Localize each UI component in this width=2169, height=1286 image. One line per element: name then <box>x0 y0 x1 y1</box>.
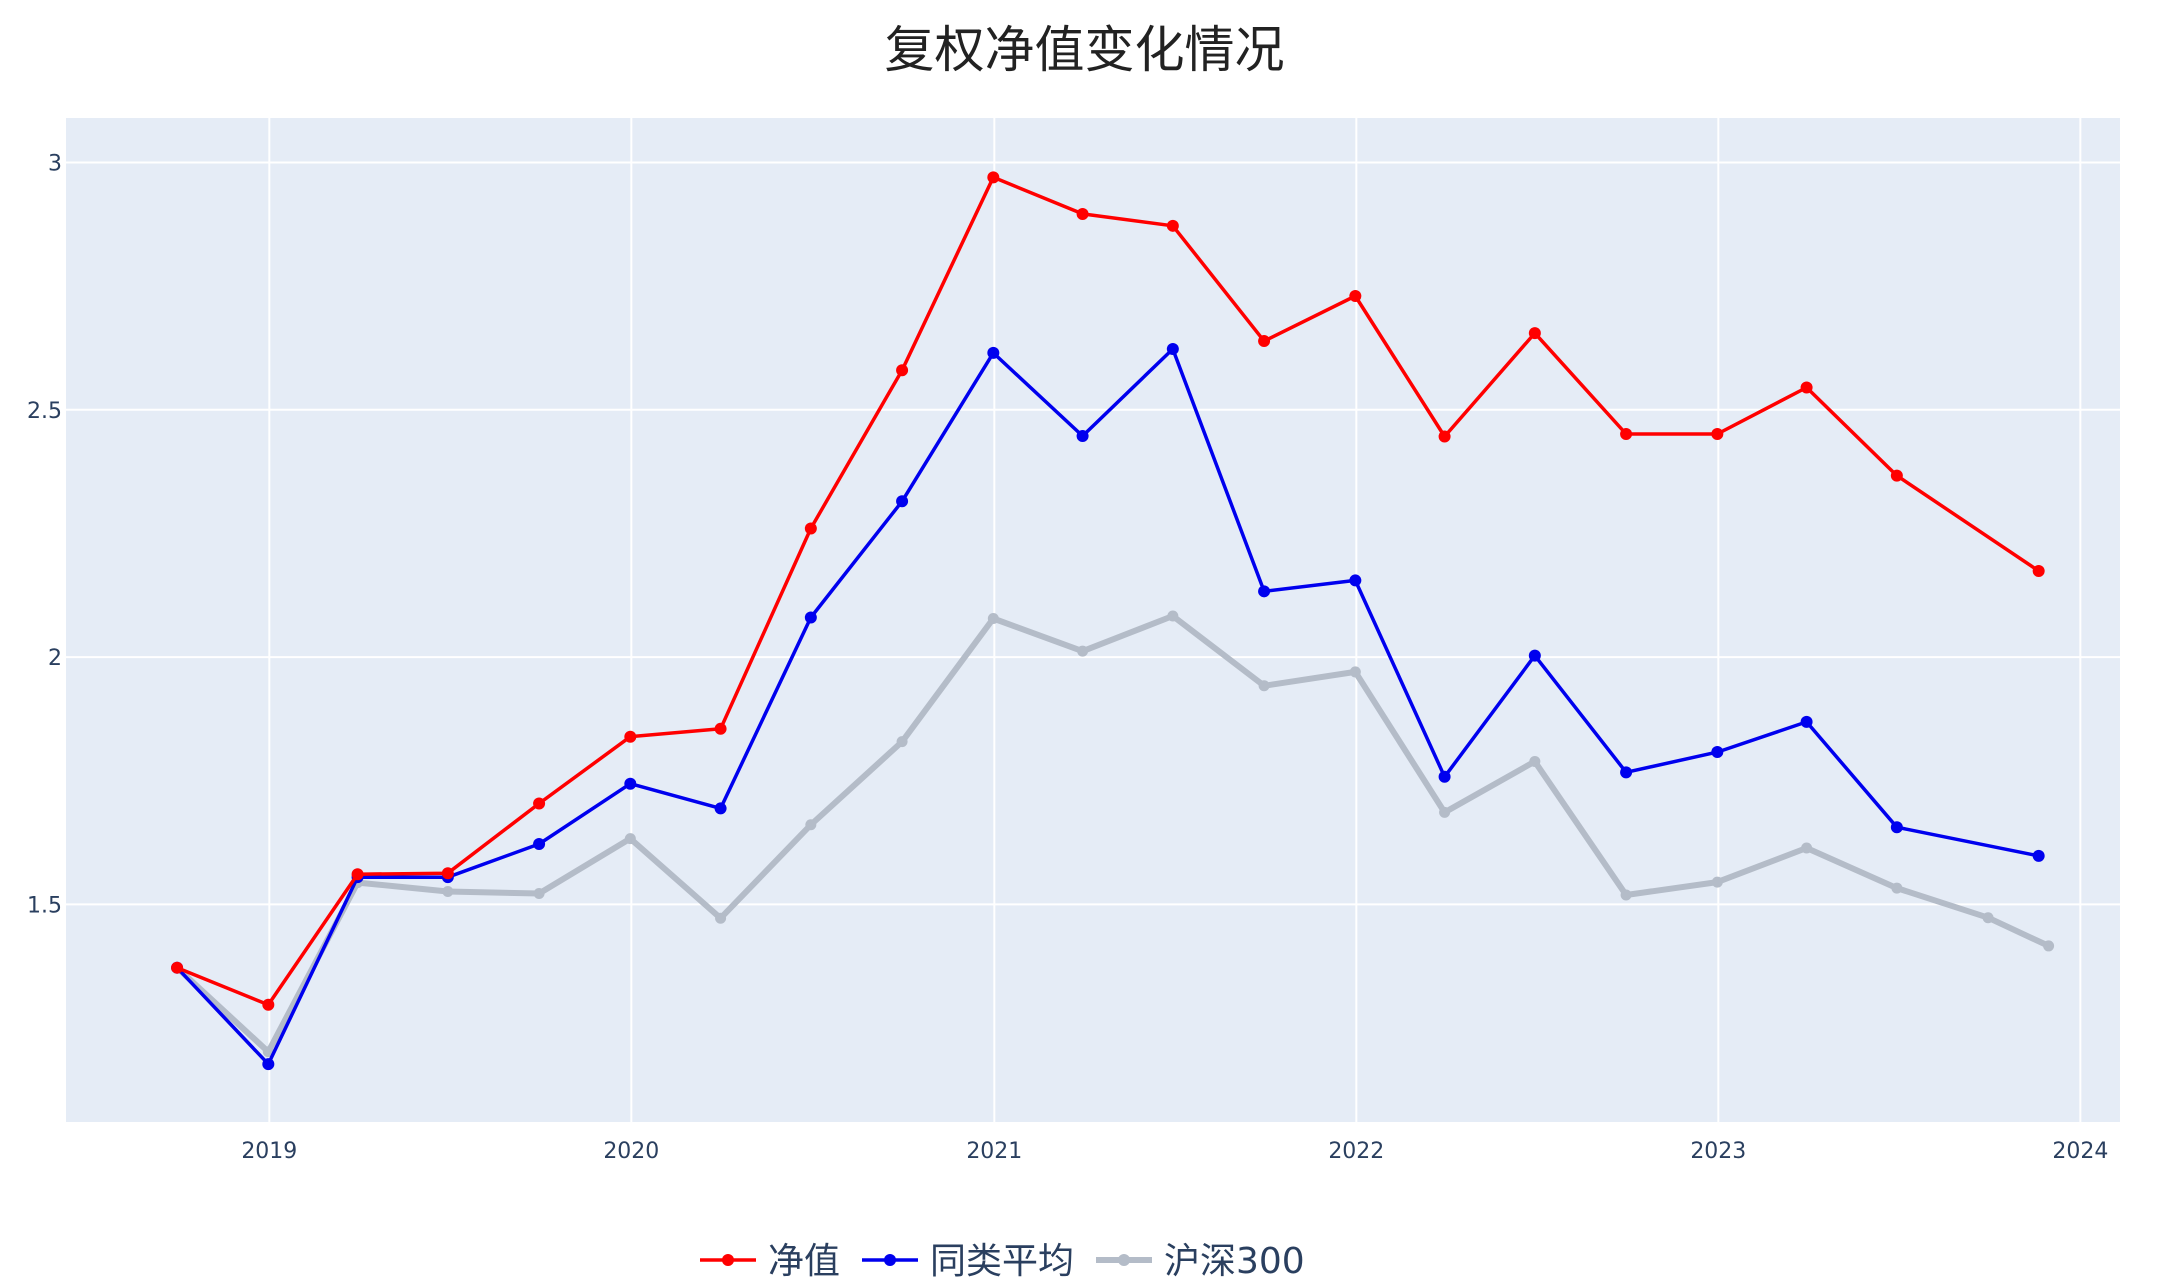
series-0-point-1 <box>262 998 275 1011</box>
y-tick-label-3: 3 <box>48 152 62 177</box>
series-0 <box>171 171 2045 1011</box>
series-0-point-17 <box>1711 428 1724 441</box>
series-1-point-11 <box>1166 342 1179 355</box>
series-1-point-12 <box>1258 585 1271 598</box>
legend-item-1[interactable]: 同类平均 <box>862 1241 1074 1282</box>
x-tick-label-2020: 2020 <box>603 1139 659 1164</box>
series-0-point-7 <box>804 522 817 535</box>
series-2-point-8 <box>896 736 908 748</box>
series-0-point-5 <box>624 730 637 743</box>
series-2-point-17 <box>1711 876 1723 888</box>
series-2-point-5 <box>624 833 636 845</box>
series-1-point-13 <box>1349 574 1362 587</box>
series-1-point-19 <box>1890 821 1903 834</box>
series-0-point-16 <box>1620 428 1633 441</box>
series-1-point-20 <box>2032 849 2045 862</box>
series-0-point-12 <box>1258 335 1271 348</box>
series-layer <box>171 171 2055 1071</box>
series-2-point-10 <box>1077 645 1089 657</box>
series-1 <box>171 342 2045 1071</box>
legend-item-2[interactable]: 沪深300 <box>1096 1241 1305 1282</box>
series-2-point-12 <box>1258 680 1270 692</box>
series-1-point-17 <box>1711 746 1724 759</box>
legend-swatch-marker-2 <box>1118 1254 1130 1266</box>
x-tick-label-2019: 2019 <box>241 1139 297 1164</box>
x-tick-label-2023: 2023 <box>1690 1139 1746 1164</box>
plot-area <box>66 118 2120 1122</box>
series-0-point-9 <box>987 171 1000 184</box>
legend-swatch-marker-1 <box>884 1254 896 1266</box>
series-2-point-3 <box>442 886 454 898</box>
legend-label-0: 净值 <box>768 1241 840 1282</box>
series-2-point-15 <box>1529 755 1541 767</box>
series-0-point-14 <box>1438 430 1451 443</box>
series-0-point-18 <box>1800 381 1813 394</box>
x-tick-label-2021: 2021 <box>966 1139 1022 1164</box>
series-2-point-6 <box>715 912 727 924</box>
series-2-point-7 <box>805 819 817 831</box>
series-2-point-19 <box>1891 882 1903 894</box>
series-2-point-16 <box>1620 889 1632 901</box>
series-2-point-18 <box>1801 842 1813 854</box>
series-0-point-4 <box>533 797 546 810</box>
series-0-point-3 <box>441 867 454 880</box>
legend[interactable]: 净值 同类平均 沪深300 <box>700 1241 1305 1282</box>
series-1-point-1 <box>262 1058 275 1071</box>
series-1-point-4 <box>533 838 546 851</box>
x-tick-label-2022: 2022 <box>1328 1139 1384 1164</box>
series-0-point-2 <box>351 868 364 881</box>
series-2-point-13 <box>1349 666 1361 678</box>
legend-swatch-marker-0 <box>722 1254 734 1266</box>
series-2-point-14 <box>1439 806 1451 818</box>
series-2-point-4 <box>533 888 545 900</box>
series-2-point-9 <box>987 613 999 625</box>
series-2-point-11 <box>1167 610 1179 622</box>
series-1-point-9 <box>987 346 1000 359</box>
series-1-point-14 <box>1438 770 1451 783</box>
series-line-2 <box>175 613 2050 1055</box>
series-2-point-21 <box>2043 940 2055 952</box>
series-0-point-0 <box>171 961 184 974</box>
y-tick-label-2.5: 2.5 <box>27 399 62 424</box>
series-2-point-20 <box>1982 912 1994 924</box>
series-1-point-6 <box>714 802 727 815</box>
series-1-point-5 <box>624 777 637 790</box>
series-0-point-8 <box>896 364 909 377</box>
series-1-point-16 <box>1620 766 1633 779</box>
series-1-point-18 <box>1800 715 1813 728</box>
series-0-point-20 <box>2032 565 2045 578</box>
legend-label-1: 同类平均 <box>930 1241 1074 1282</box>
series-1-point-8 <box>896 495 909 508</box>
x-tick-label-2024: 2024 <box>2052 1139 2108 1164</box>
axis-tick-labels: 2019 2020 2021 2022 2023 2024 1.5 2 2.5 3 <box>27 152 2108 1164</box>
y-tick-label-2: 2 <box>48 646 62 671</box>
chart-title: 复权净值变化情况 <box>884 21 1285 79</box>
legend-label-2: 沪深300 <box>1164 1241 1305 1282</box>
legend-item-0[interactable]: 净值 <box>700 1241 840 1282</box>
series-1-point-7 <box>804 611 817 624</box>
series-1-point-15 <box>1528 649 1541 662</box>
series-0-point-15 <box>1528 327 1541 340</box>
series-1-point-10 <box>1076 430 1089 443</box>
series-0-point-11 <box>1166 219 1179 232</box>
y-tick-label-1.5: 1.5 <box>27 893 62 918</box>
series-0-point-6 <box>714 722 727 735</box>
series-0-point-19 <box>1890 469 1903 482</box>
series-2 <box>171 610 2055 1058</box>
series-0-point-10 <box>1076 207 1089 220</box>
series-0-point-13 <box>1349 290 1362 303</box>
